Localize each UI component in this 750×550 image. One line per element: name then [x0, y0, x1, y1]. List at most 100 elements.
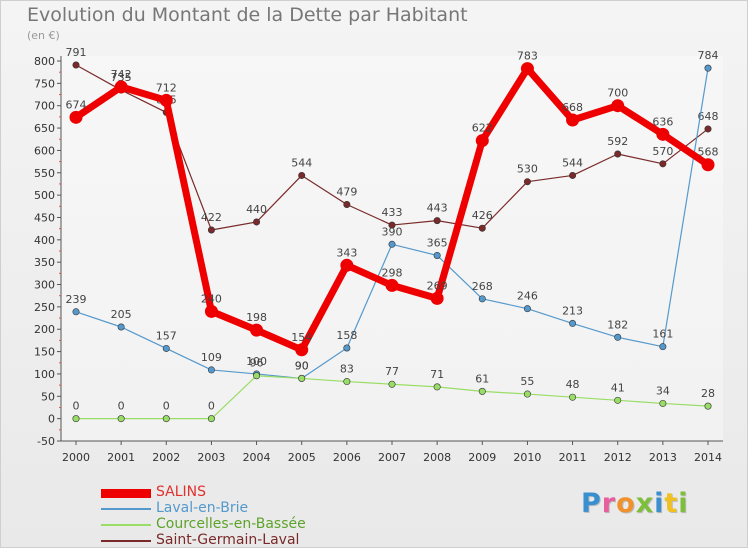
data-label: 343: [336, 246, 357, 259]
data-label: 90: [295, 359, 309, 372]
data-point: [159, 93, 173, 107]
data-label: 433: [382, 206, 403, 219]
x-tick-label: 2000: [62, 451, 90, 464]
data-point: [569, 319, 577, 327]
data-point: [69, 110, 83, 124]
x-tick-label: 2013: [649, 451, 677, 464]
data-label: 96: [250, 357, 264, 370]
legend-swatch: [101, 524, 151, 526]
data-label: 61: [475, 372, 489, 385]
data-label: 269: [427, 279, 448, 292]
x-tick-label: 2004: [243, 451, 271, 464]
data-point: [659, 160, 667, 168]
data-label: 0: [208, 400, 215, 413]
x-tick-label: 2005: [288, 451, 316, 464]
data-point: [701, 158, 715, 172]
data-point: [250, 323, 264, 337]
data-label: 668: [562, 101, 583, 114]
data-label: 298: [382, 266, 403, 279]
y-tick-label: 300: [34, 279, 55, 292]
data-label: 109: [201, 351, 222, 364]
data-label: 735: [111, 71, 132, 84]
data-label: 198: [246, 311, 267, 324]
x-tick-label: 2009: [468, 451, 496, 464]
data-label: 239: [66, 293, 87, 306]
data-point: [614, 150, 622, 158]
proxiti-logo: Proxiti: [581, 488, 689, 519]
legend-swatch: [101, 508, 151, 510]
legend-label: Saint-Germain-Laval: [156, 532, 300, 548]
data-point: [611, 99, 625, 113]
data-point: [430, 291, 444, 305]
series-laval-en-brie: 239 205 157 109 100 90 158 390 365 268 246 213 182 16…: [66, 49, 719, 382]
data-point: [566, 113, 580, 127]
data-point: [117, 323, 125, 331]
data-point: [704, 402, 712, 410]
data-point: [298, 171, 306, 179]
data-label: 712: [156, 81, 177, 94]
logo-letter: P: [581, 488, 602, 519]
data-label: 700: [607, 87, 628, 100]
data-label: 592: [607, 135, 628, 148]
series-salins: 674 742 712 240 198 154 343 298 269 622 783 668 700 6…: [66, 50, 719, 357]
data-label: 443: [427, 202, 448, 215]
data-label: 674: [66, 98, 87, 111]
data-point: [343, 201, 351, 209]
unit-label: (en €): [27, 29, 60, 42]
data-point: [433, 251, 441, 259]
data-point: [162, 344, 170, 352]
x-tick-label: 2002: [152, 451, 180, 464]
data-point: [388, 221, 396, 229]
chart-title: Evolution du Montant de la Dette par Hab…: [27, 4, 468, 26]
legend-swatch: [101, 489, 151, 498]
y-tick-label: 50: [41, 390, 55, 403]
y-tick-label: 150: [34, 346, 55, 359]
logo-letter: i: [654, 488, 665, 519]
data-label: 158: [336, 329, 357, 342]
data-point: [569, 393, 577, 401]
logo-letter: o: [616, 488, 636, 519]
data-label: 161: [652, 328, 673, 341]
data-label: 648: [698, 110, 719, 123]
data-label: 28: [701, 387, 715, 400]
data-label: 426: [472, 209, 493, 222]
data-label: 530: [517, 163, 538, 176]
y-tick-label: 400: [34, 234, 55, 247]
data-label: 479: [336, 186, 357, 199]
x-tick-label: 2006: [333, 451, 361, 464]
x-tick-label: 2014: [694, 451, 722, 464]
data-label: 154: [291, 331, 312, 344]
data-point: [207, 366, 215, 374]
x-tick-label: 2011: [559, 451, 587, 464]
data-label: 268: [472, 280, 493, 293]
data-point: [72, 61, 80, 69]
data-point: [523, 390, 531, 398]
data-point: [569, 171, 577, 179]
series-saint-germain-laval: 7917356854224405444794334434265305445925…: [66, 46, 719, 234]
data-point: [207, 226, 215, 234]
y-tick-label: 800: [34, 55, 55, 68]
data-label: 791: [66, 46, 87, 59]
data-label: 77: [385, 365, 399, 378]
legend-swatch: [101, 540, 151, 542]
x-tick-label: 2010: [513, 451, 541, 464]
data-point: [253, 372, 261, 380]
data-point: [478, 387, 486, 395]
data-label: 100: [246, 355, 267, 368]
legend-label: Courcelles-en-Bassée: [156, 516, 306, 532]
data-label: 240: [201, 292, 222, 305]
data-label: 213: [562, 304, 583, 317]
data-label: 0: [73, 400, 80, 413]
data-label: 622: [472, 122, 493, 135]
logo-letter: t: [664, 488, 679, 519]
logo-letter: i: [678, 488, 689, 519]
data-label: 568: [698, 146, 719, 159]
data-label: 440: [246, 203, 267, 216]
y-tick-label: 500: [34, 189, 55, 202]
data-point: [523, 305, 531, 313]
data-label: 544: [291, 156, 312, 169]
data-point: [340, 258, 354, 272]
y-tick-label: 650: [34, 122, 55, 135]
